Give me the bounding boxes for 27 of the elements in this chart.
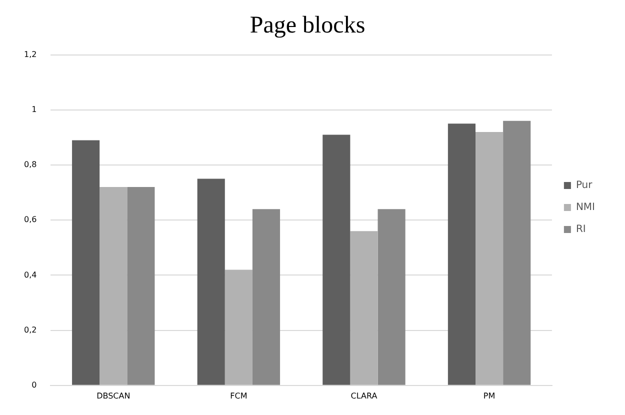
y-tick-label: 0,6: [24, 215, 37, 224]
x-tick-label: FCM: [230, 391, 248, 400]
legend-label: Pur: [576, 180, 594, 192]
y-tick-label: 1: [32, 104, 37, 114]
bar: [378, 209, 406, 385]
legend-label: RI: [576, 224, 586, 236]
y-tick-label: 0,8: [24, 160, 37, 170]
y-tick-label: 0,4: [24, 270, 37, 280]
x-tick-label: CLARA: [350, 391, 378, 400]
x-tick-label: PM: [483, 391, 496, 400]
bar: [72, 140, 100, 385]
bar: [503, 120, 531, 385]
x-tick-label: DBSCAN: [96, 391, 130, 400]
y-tick-label: 0,2: [24, 325, 37, 334]
bar: [224, 270, 252, 385]
chart-title: Page blocks: [250, 12, 366, 39]
bar: [322, 134, 350, 385]
y-tick-label: 0: [32, 380, 37, 390]
y-tick-label: 1,2: [24, 50, 37, 59]
bar: [350, 231, 378, 385]
bar: [127, 187, 155, 385]
bar: [476, 132, 504, 385]
bar: [448, 124, 476, 385]
bar: [197, 178, 225, 385]
legend-label: NMI: [576, 202, 596, 214]
bar: [252, 209, 280, 385]
bar: [100, 187, 128, 385]
